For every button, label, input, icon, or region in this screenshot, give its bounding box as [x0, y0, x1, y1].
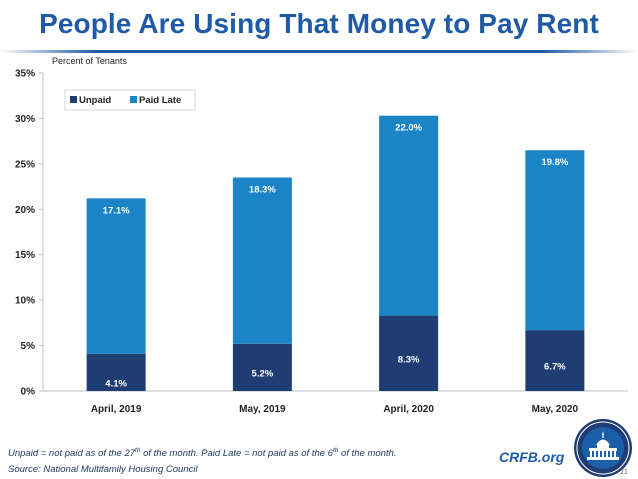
x-tick-label: May, 2020	[532, 404, 579, 415]
x-tick-label: April, 2020	[383, 404, 434, 415]
y-tick-label: 5%	[21, 341, 36, 352]
bar-paid-late	[232, 177, 292, 344]
stacked-bar-chart: 0% 5% 10% 15% 20% 25% 30% 35% Percent of Tenants…	[15, 56, 628, 415]
slide-title: People Are Using That Money to Pay Rent	[39, 8, 599, 39]
bar-paid-late	[379, 115, 439, 316]
bar-unpaid	[86, 353, 146, 391]
footnote-part-c: of the month.	[338, 448, 397, 460]
y-tick-label: 30%	[15, 114, 35, 125]
capitol-seal-icon	[574, 419, 632, 477]
footnote-part-b: of the month. Paid Late = not paid as of…	[140, 448, 333, 460]
data-label: 5.2%	[252, 368, 274, 379]
legend-swatch	[70, 96, 77, 103]
y-tick-label: 25%	[15, 159, 35, 170]
y-tick-label: 10%	[15, 296, 35, 307]
legend-swatch	[130, 96, 137, 103]
footnote-sup-b: th	[332, 447, 339, 454]
data-label: 17.1%	[103, 205, 130, 216]
y-tick-label: 20%	[15, 205, 35, 216]
footnote-part-a: Unpaid = not paid as of the 27	[8, 448, 136, 460]
bar-paid-late	[525, 150, 585, 331]
page-number: 21	[620, 469, 628, 476]
data-label: 22.0%	[395, 123, 422, 134]
data-label: 18.3%	[249, 184, 276, 195]
bar-paid-late	[86, 198, 146, 354]
title-underline	[0, 50, 638, 53]
bar-unpaid	[525, 330, 585, 391]
y-axis-title: Percent of Tenants	[52, 56, 127, 66]
data-label: 6.7%	[544, 362, 566, 373]
data-label: 19.8%	[541, 157, 568, 168]
bar-unpaid	[232, 343, 292, 391]
x-tick-label: May, 2019	[239, 404, 286, 415]
footnote-source: Source: National Multifamily Housing Cou…	[8, 464, 198, 475]
legend-label: Unpaid	[79, 95, 111, 106]
bar-unpaid	[379, 315, 439, 391]
y-tick-label: 35%	[15, 69, 35, 80]
y-tick-label: 0%	[21, 387, 36, 398]
x-tick-label: April, 2019	[91, 404, 142, 415]
data-label: 8.3%	[398, 354, 420, 365]
footnote-definitions: Unpaid = not paid as of the 27th of the …	[8, 447, 396, 459]
y-tick-label: 15%	[15, 250, 35, 261]
footnote-sup-a: th	[135, 447, 141, 454]
legend-label: Paid Late	[139, 95, 181, 106]
brand-link[interactable]: CRFB.org	[499, 449, 565, 465]
data-label: 4.1%	[105, 378, 127, 389]
